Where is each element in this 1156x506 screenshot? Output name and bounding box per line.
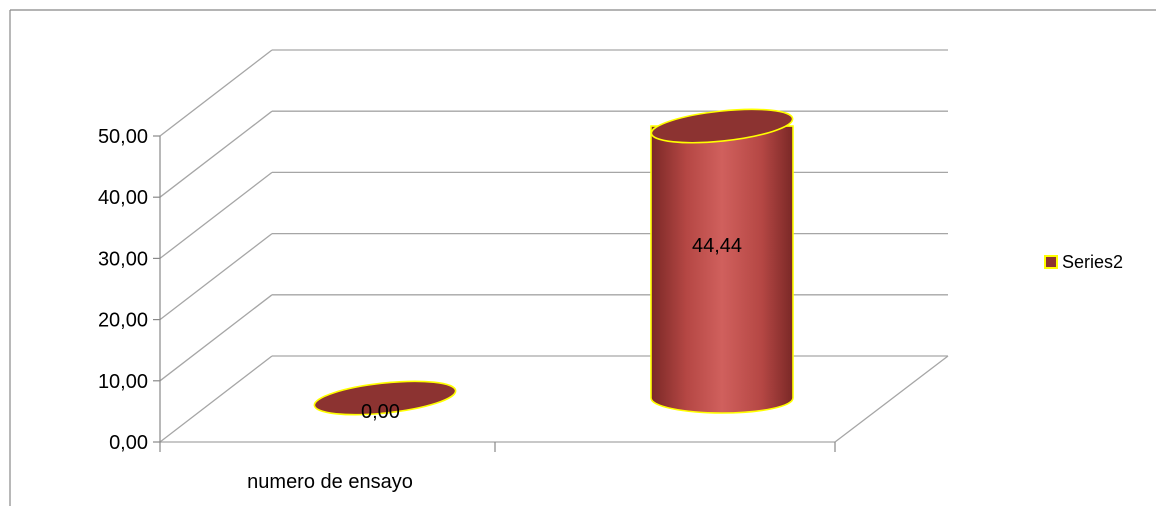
bar — [313, 380, 457, 416]
y-axis: 0,00 10,00 20,00 30,00 40,00 50,00 — [98, 126, 836, 454]
bar-top — [313, 380, 457, 416]
y-tick-label: 40,00 — [98, 187, 148, 209]
gridline-diagonal — [159, 49, 273, 137]
data-label: 44,44 — [692, 235, 742, 257]
bar-top — [650, 108, 794, 144]
y-tick-label: 50,00 — [98, 126, 148, 148]
y-tick-label: 30,00 — [98, 248, 148, 270]
bar — [650, 108, 794, 414]
y-tick-label: 0,00 — [109, 432, 148, 454]
gridline-diagonal — [159, 355, 273, 443]
legend-swatch — [1044, 255, 1058, 269]
y-tick-label: 20,00 — [98, 310, 148, 332]
legend: Series2 — [1044, 252, 1123, 272]
bar-body — [650, 125, 794, 414]
gridline-diagonal — [159, 294, 273, 382]
gridline-diagonal — [159, 233, 273, 321]
gridline-diagonal — [159, 171, 273, 259]
data-label: 0,00 — [361, 401, 400, 423]
legend-label: Series2 — [1062, 252, 1123, 272]
y-tick-label: 10,00 — [98, 371, 148, 393]
data-labels: 0,00 44,44 — [361, 235, 742, 423]
x-category-label: numero de ensayo — [247, 471, 413, 493]
gridlines — [159, 49, 949, 443]
floor-right-edge — [834, 355, 949, 443]
gridline-diagonal — [159, 110, 273, 198]
bars — [313, 108, 794, 416]
